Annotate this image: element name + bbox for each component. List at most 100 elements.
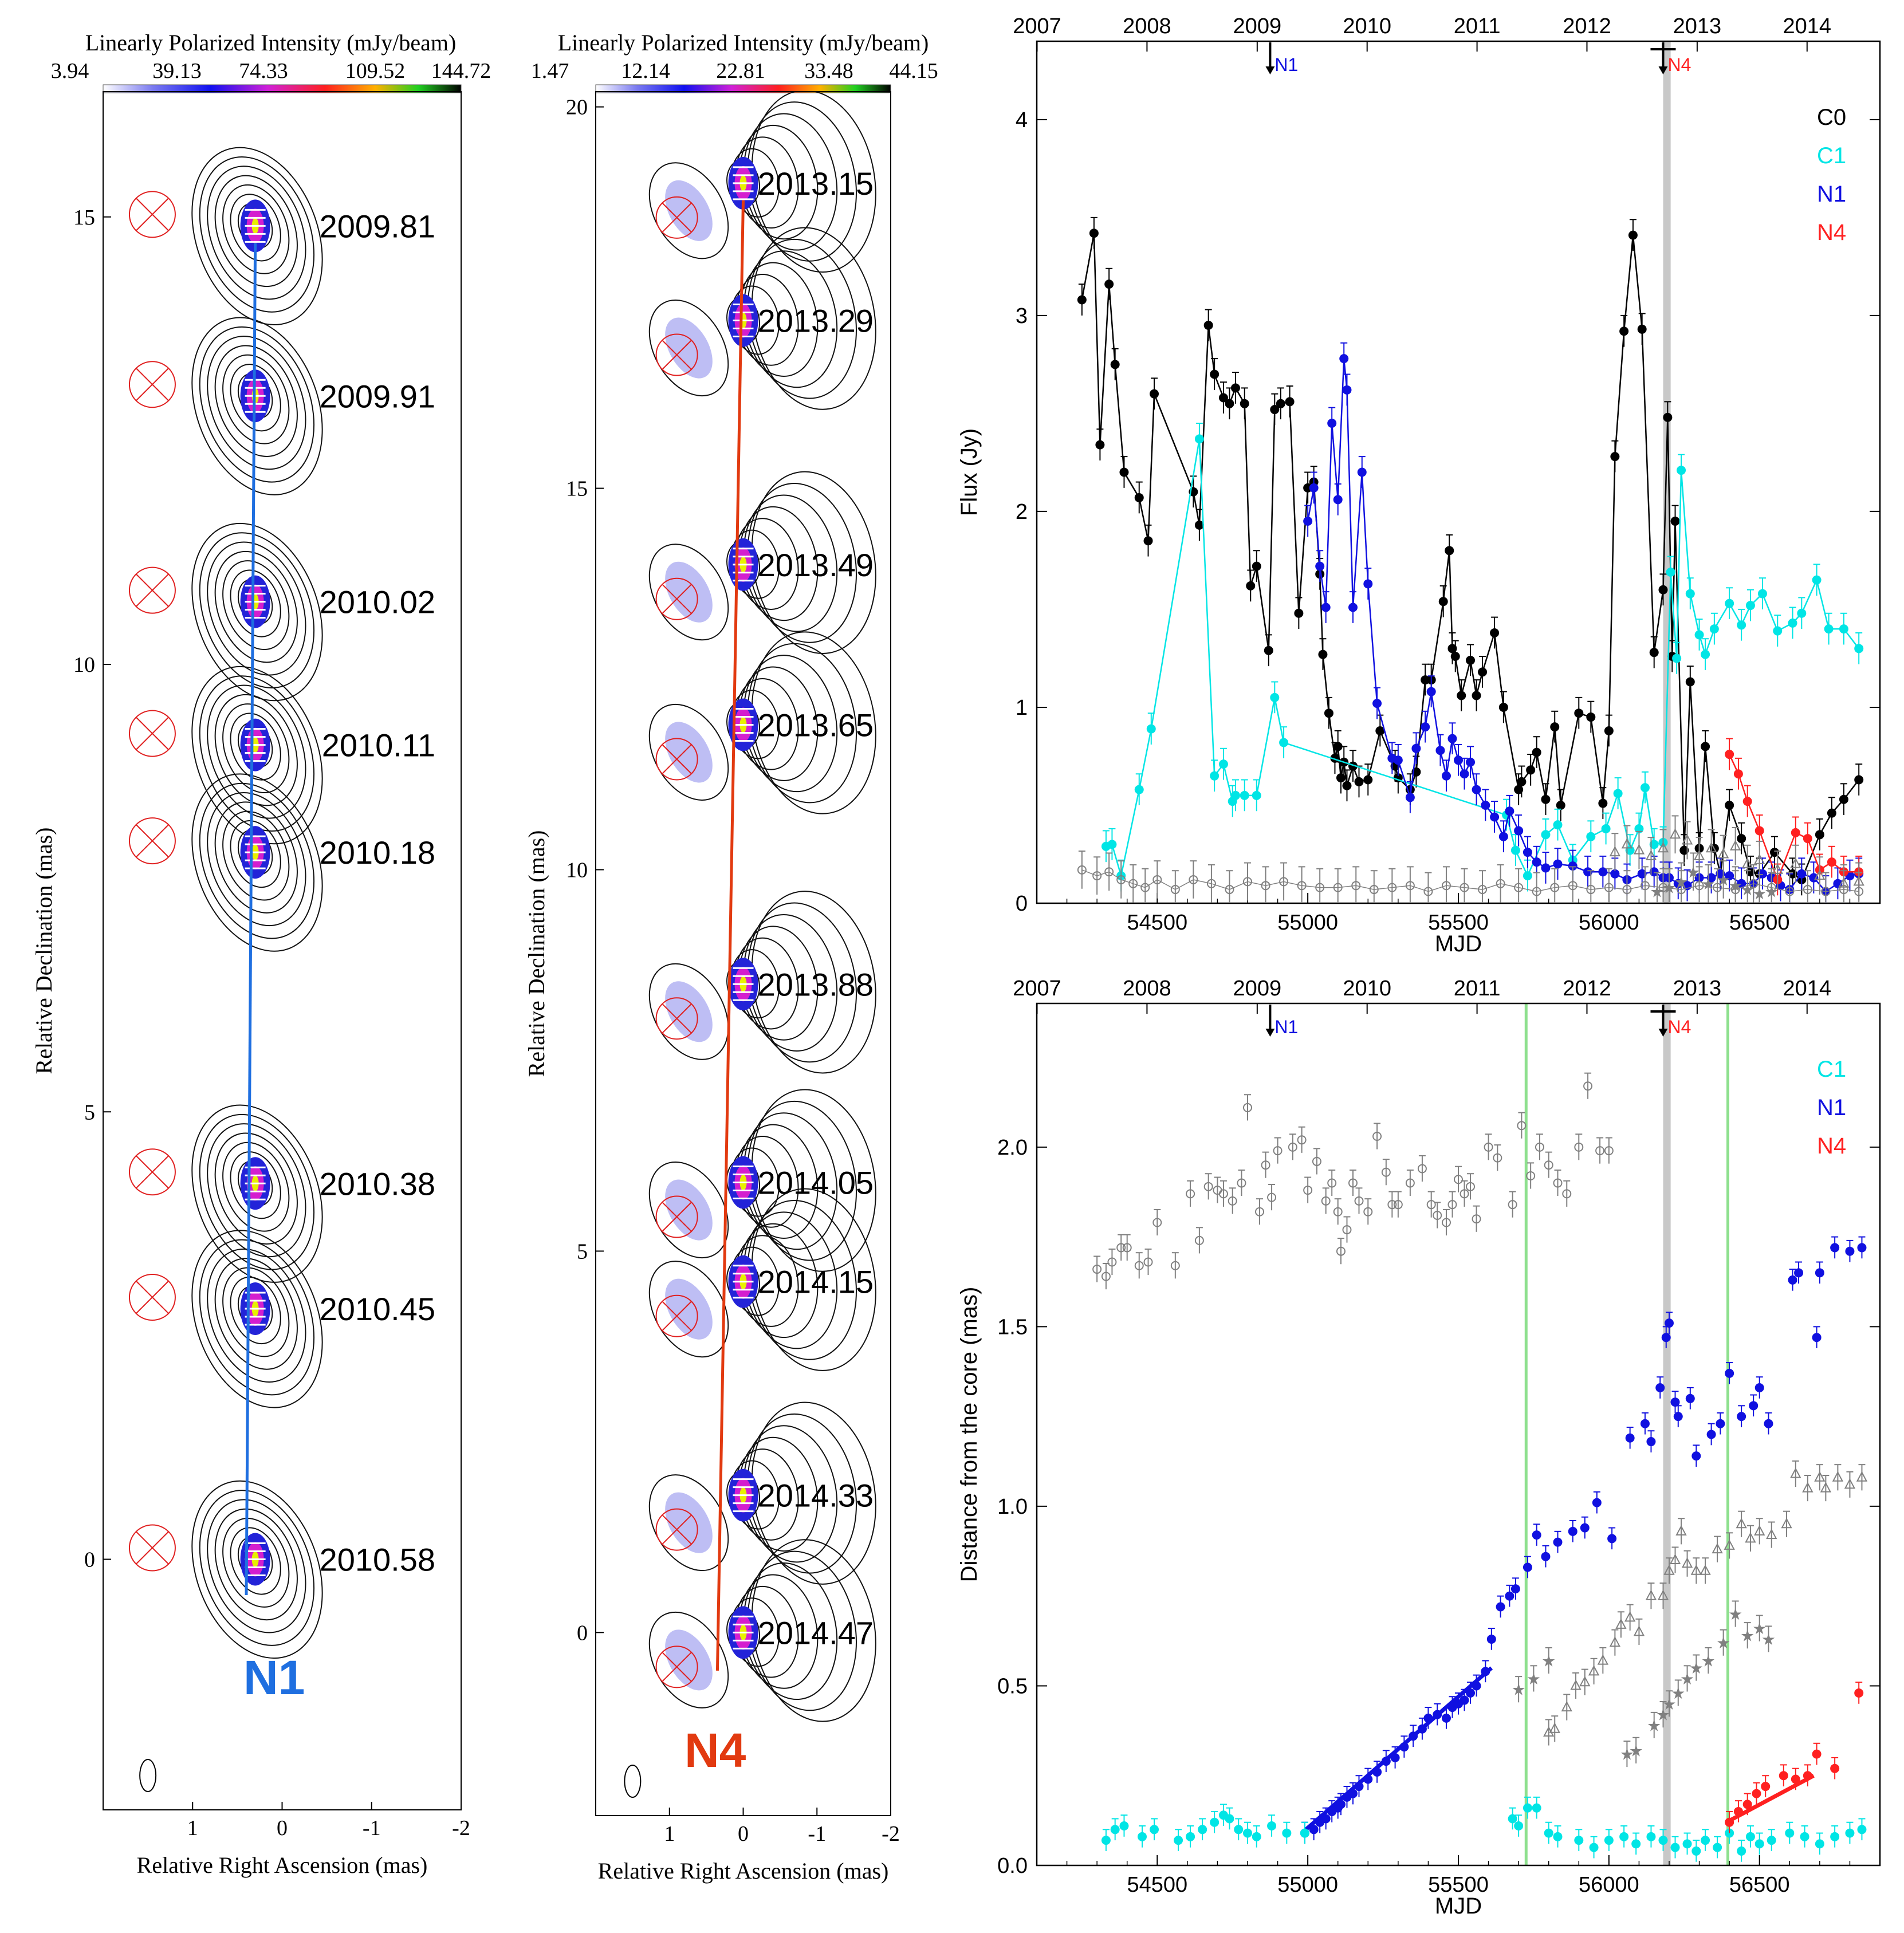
epoch-label: 2009.81: [320, 208, 435, 244]
data-point: [1122, 1243, 1132, 1253]
data-point: [1523, 1803, 1532, 1813]
data-point: [1354, 777, 1364, 786]
contour: [214, 1132, 298, 1245]
data-point: [1549, 1722, 1560, 1733]
data-point: [1812, 1749, 1822, 1759]
x-tick-label: 55000: [1277, 911, 1338, 935]
y-tick-label: 0.5: [997, 1674, 1028, 1698]
epoch-label: 2013.65: [758, 707, 874, 743]
data-point: ★: [1647, 1717, 1661, 1734]
data-point: [1570, 1679, 1582, 1690]
x-tick-label: 55000: [1277, 1873, 1338, 1897]
x-tick-label: 1: [187, 1816, 198, 1840]
data-point: [1405, 881, 1415, 891]
jet-polarization: [665, 1179, 713, 1241]
data-point: [1705, 842, 1717, 853]
epoch-map: [128, 666, 323, 845]
data-point: [1447, 734, 1457, 743]
data-point: [1441, 1713, 1451, 1723]
y-tick-label: 1.0: [997, 1495, 1028, 1519]
x-tick-label: -2: [452, 1816, 470, 1840]
data-point: [1433, 1210, 1442, 1220]
legend-entry: C0: [1817, 105, 1846, 130]
data-point: [1815, 1839, 1824, 1849]
data-point: [1640, 1419, 1650, 1428]
data-point: [1514, 826, 1524, 836]
data-point: [1646, 1832, 1656, 1841]
contour: [191, 1104, 323, 1283]
data-point: [1399, 1742, 1409, 1752]
data-point: [1737, 1412, 1746, 1422]
data-point: [1203, 320, 1213, 330]
data-point: [1498, 702, 1508, 712]
data-point: [1435, 746, 1445, 755]
y-tick-label: 5: [84, 1100, 95, 1124]
data-point: [1553, 1537, 1563, 1547]
data-point: [1315, 883, 1325, 892]
distance-panel: 54500 55000 55500 56000 56500 MJD 0.0 0.5 1.0 1.5…: [957, 977, 1881, 1919]
data-point: [1297, 1135, 1307, 1145]
data-point: [1486, 1634, 1496, 1644]
data-point: [1830, 1243, 1840, 1253]
contour: [199, 1113, 315, 1270]
contour: [230, 194, 281, 262]
data-point: [1791, 828, 1800, 837]
x-axis-label: Relative Right Ascension (mas): [598, 1858, 889, 1884]
year-label: 2010: [1343, 977, 1391, 1001]
data-point: [1194, 520, 1204, 530]
data-point: [1186, 1189, 1195, 1199]
data-point: [1621, 838, 1633, 849]
model-cross: [662, 1652, 692, 1682]
data-point: [1853, 875, 1864, 886]
data-point: [1225, 885, 1234, 895]
data-point: [1478, 885, 1488, 895]
data-point: [1562, 1189, 1572, 1199]
data-point: [1658, 1836, 1668, 1845]
data-point: [1381, 1757, 1391, 1766]
epoch-label: 2014.47: [758, 1615, 874, 1651]
model-cross: [662, 1301, 692, 1331]
data-point: [1737, 879, 1746, 888]
data-point: [1757, 869, 1767, 879]
epoch-label: 2010.02: [320, 584, 435, 620]
data-point: [1143, 1257, 1153, 1267]
contour: [207, 1499, 306, 1633]
data-point: [1661, 1333, 1671, 1343]
x-tick-label: 54500: [1127, 911, 1187, 935]
data-point: [1604, 1836, 1614, 1845]
data-point: [1327, 1178, 1337, 1188]
series-ref-star: ★★★★★★★★★★★★★★★★★: [1512, 1600, 1776, 1767]
model-component: [128, 361, 176, 408]
data-point: [1342, 1225, 1352, 1235]
epoch-map: [128, 317, 323, 495]
contour: [222, 1267, 290, 1357]
data-point: [1218, 1189, 1228, 1199]
data-point: [1387, 883, 1397, 892]
data-point: [1544, 1160, 1553, 1170]
data-point: [1646, 1437, 1656, 1447]
contour: [214, 801, 298, 914]
data-point: ★: [1764, 883, 1779, 900]
data-point: [1772, 863, 1783, 874]
colorbar-tick: 12.14: [621, 59, 670, 83]
data-point: [1857, 1825, 1867, 1834]
epoch-map: [648, 1089, 876, 1272]
contour: [214, 550, 298, 663]
data-point: [1333, 495, 1343, 505]
data-point: [1663, 412, 1673, 422]
data-point: [1685, 589, 1695, 599]
contour: [230, 569, 281, 637]
epoch-label: 2010.11: [322, 727, 435, 763]
model-cross: [662, 1003, 692, 1034]
data-point: [1198, 1825, 1207, 1834]
y-tick-label: 0: [577, 1621, 588, 1645]
data-point: [1261, 1160, 1270, 1170]
contour: [191, 773, 323, 952]
contour: [214, 694, 298, 806]
data-point: [1553, 1832, 1563, 1841]
data-point: [1441, 881, 1451, 891]
data-point: [1143, 536, 1153, 546]
data-point: [1333, 742, 1343, 751]
data-point: [1800, 1832, 1809, 1841]
